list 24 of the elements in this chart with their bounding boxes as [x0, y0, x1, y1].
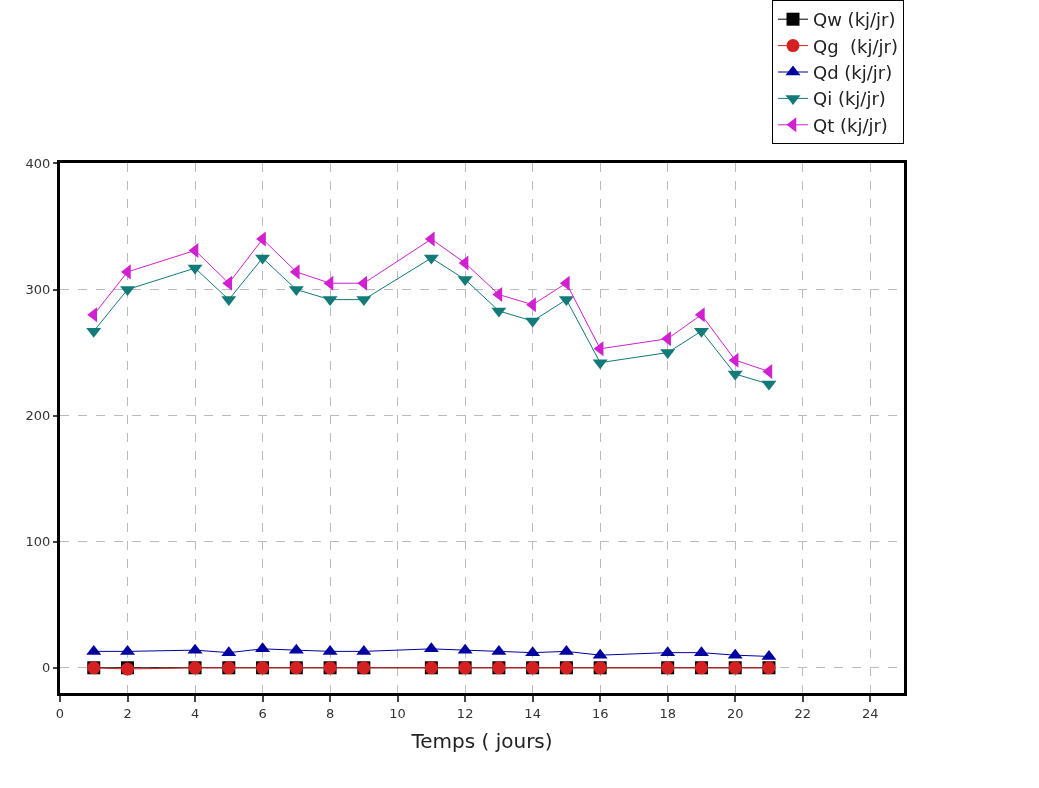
x-tick-label: 10 — [389, 705, 406, 721]
x-tick-label: 6 — [258, 705, 267, 721]
legend-label: Qi (kj/jr) — [813, 88, 886, 110]
y-tick-label: 0 — [42, 660, 51, 676]
x-axis-title: Temps ( jours) — [410, 729, 553, 754]
legend-label: Qw (kj/jr) — [813, 9, 896, 31]
x-tick-label: 2 — [123, 705, 132, 721]
legend-label: Qd (kj/jr) — [813, 62, 893, 84]
x-tick-label: 8 — [325, 705, 335, 721]
legend-label: Qg (kj/jr) — [813, 35, 898, 57]
x-tick-label: 0 — [55, 705, 65, 721]
x-tick-label: 12 — [456, 705, 474, 721]
y-tick-label: 200 — [25, 408, 51, 424]
y-tick-label: 100 — [25, 534, 51, 550]
y-tick-label: 300 — [25, 282, 51, 298]
x-tick-label: 4 — [190, 705, 200, 721]
legend-label: Qt (kj/jr) — [813, 114, 888, 136]
y-tick-label: 400 — [25, 156, 51, 171]
x-tick-label: 16 — [591, 705, 609, 721]
x-tick-label: 14 — [524, 705, 541, 721]
x-tick-label: 18 — [659, 705, 676, 721]
x-tick-label: 24 — [861, 705, 879, 721]
x-tick-label: 22 — [794, 705, 811, 721]
x-tick-label: 20 — [726, 705, 744, 721]
